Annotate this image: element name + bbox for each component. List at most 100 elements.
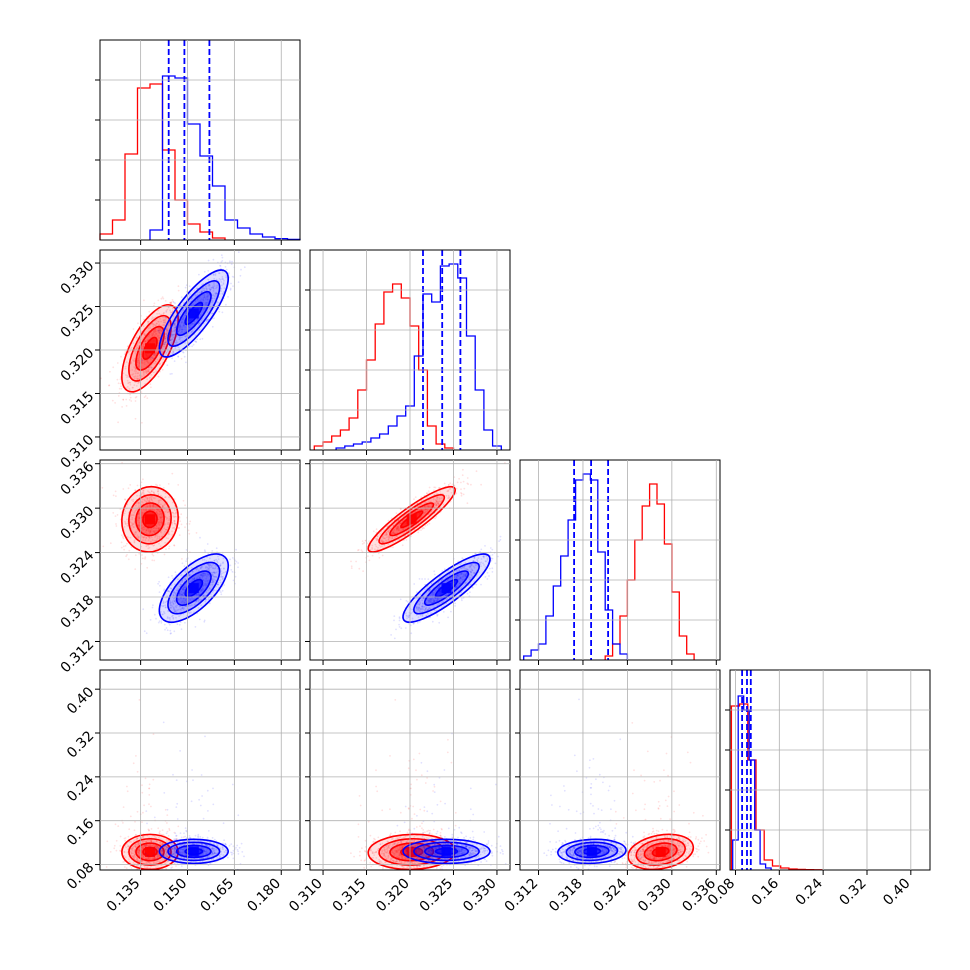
scatter-point	[172, 606, 175, 609]
scatter-point	[422, 606, 424, 608]
scatter-point	[220, 575, 223, 578]
scatter-point	[167, 350, 169, 353]
scatter-point	[137, 322, 139, 325]
scatter-point	[427, 506, 429, 508]
scatter-point	[213, 575, 216, 578]
scatter-point	[138, 374, 141, 376]
scatter-point	[203, 287, 206, 290]
scatter-point	[199, 593, 201, 595]
scatter-point	[153, 334, 156, 337]
scatter-point	[173, 322, 176, 325]
scatter-point	[169, 311, 172, 313]
scatter-point	[164, 337, 167, 340]
scatter-point	[124, 367, 127, 370]
scatter-point	[184, 335, 187, 338]
scatter-point	[141, 491, 144, 494]
scatter-point	[130, 867, 133, 869]
scatter-point	[434, 505, 437, 507]
scatter-point	[221, 277, 224, 280]
scatter-point	[157, 490, 160, 493]
scatter-point	[231, 275, 234, 278]
scatter-point	[436, 497, 438, 500]
scatter-point	[127, 487, 130, 490]
scatter-point	[144, 509, 147, 512]
scatter-point	[111, 399, 114, 402]
scatter-point	[443, 482, 446, 485]
scatter-point	[204, 573, 206, 575]
y-tick-label-2-3: 0.330	[58, 503, 98, 543]
scatter-point	[132, 342, 135, 344]
scatter-point	[177, 289, 180, 292]
scatter-point	[213, 578, 216, 581]
scatter-point	[436, 599, 438, 601]
scatter-point	[164, 316, 166, 319]
scatter-point	[155, 483, 157, 486]
scatter-point	[215, 287, 217, 290]
scatter-point	[137, 512, 140, 515]
scatter-point	[436, 587, 439, 589]
scatter-point	[149, 619, 152, 621]
scatter-point	[167, 834, 170, 837]
scatter-point	[161, 519, 164, 521]
scatter-point	[151, 334, 154, 337]
scatter-point	[152, 325, 155, 328]
scatter-point	[391, 531, 394, 534]
scatter-point	[374, 537, 377, 540]
scatter-point	[384, 537, 386, 540]
scatter-point	[447, 616, 449, 619]
scatter-point	[433, 506, 436, 508]
scatter-point	[164, 316, 167, 319]
scatter-point	[147, 490, 149, 492]
scatter-point	[436, 496, 439, 499]
scatter-point	[214, 293, 217, 296]
scatter-point	[204, 567, 207, 569]
scatter-point	[222, 577, 224, 580]
scatter-point	[396, 527, 399, 529]
scatter-point	[385, 531, 388, 534]
scatter-point	[181, 581, 183, 583]
scatter-point	[381, 539, 384, 542]
scatter-point	[396, 535, 398, 538]
scatter-point	[142, 362, 144, 364]
scatter-point	[144, 556, 147, 558]
scatter-point	[188, 523, 191, 525]
scatter-point	[460, 572, 463, 575]
scatter-point	[206, 582, 209, 585]
scatter-point	[146, 370, 149, 373]
scatter-point	[182, 351, 185, 354]
scatter-point	[152, 491, 155, 493]
scatter-point	[218, 272, 220, 275]
scatter-point	[230, 569, 233, 571]
scatter-point	[146, 499, 149, 502]
scatter-point	[470, 564, 473, 566]
scatter-point	[230, 263, 233, 265]
scatter-point	[114, 490, 117, 493]
scatter-point	[156, 484, 159, 487]
scatter-point	[185, 312, 188, 315]
scatter-point	[416, 606, 419, 608]
scatter-point	[156, 856, 159, 858]
scatter-point	[146, 372, 148, 374]
scatter-point	[173, 509, 176, 512]
scatter-point	[220, 573, 223, 576]
scatter-point	[129, 350, 132, 352]
scatter-point	[431, 593, 434, 596]
scatter-point	[477, 571, 480, 574]
scatter-point	[158, 510, 161, 513]
scatter-point	[177, 356, 180, 358]
scatter-point	[196, 298, 199, 301]
scatter-point	[147, 530, 150, 533]
scatter-point	[211, 581, 214, 584]
scatter-point	[435, 515, 438, 518]
scatter-point	[160, 521, 163, 524]
scatter-point	[205, 599, 207, 601]
scatter-point	[133, 511, 136, 514]
scatter-point	[130, 400, 133, 402]
scatter-point	[188, 604, 191, 607]
scatter-point	[411, 608, 414, 611]
scatter-point	[196, 318, 199, 321]
scatter-point	[156, 537, 159, 540]
scatter-point	[150, 332, 153, 335]
scatter-point	[197, 569, 200, 572]
contour-series-0-level-0	[367, 485, 456, 553]
